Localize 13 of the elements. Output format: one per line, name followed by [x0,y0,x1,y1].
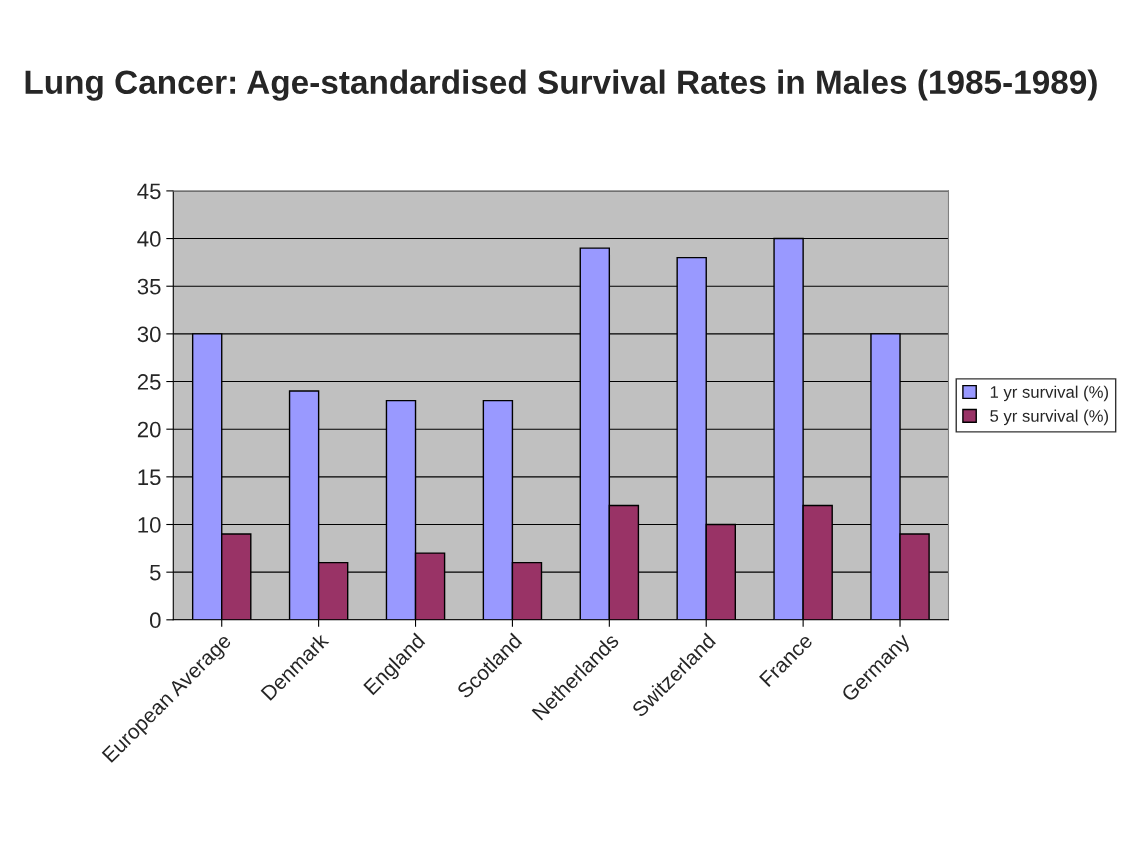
y-tick-label: 35 [137,278,161,295]
y-tick-label: 30 [137,326,161,343]
y-tick-label: 10 [138,517,161,533]
y-tick-label: 5 [150,564,161,581]
legend-label: 1 yr survival (%) [990,385,1108,402]
y-tick-label: 45 [137,183,161,200]
legend-label: 5 yr survival (%) [990,409,1108,426]
chart-title: Lung Cancer: Age-standardised Survival Rates in Males (1985-1989) [25,69,1097,101]
y-tick-label: 40 [137,231,161,247]
y-tick-label: 15 [138,469,161,486]
y-tick-label: 25 [137,374,161,390]
y-tick-label: 20 [137,421,161,438]
y-tick-label: 0 [149,612,161,629]
